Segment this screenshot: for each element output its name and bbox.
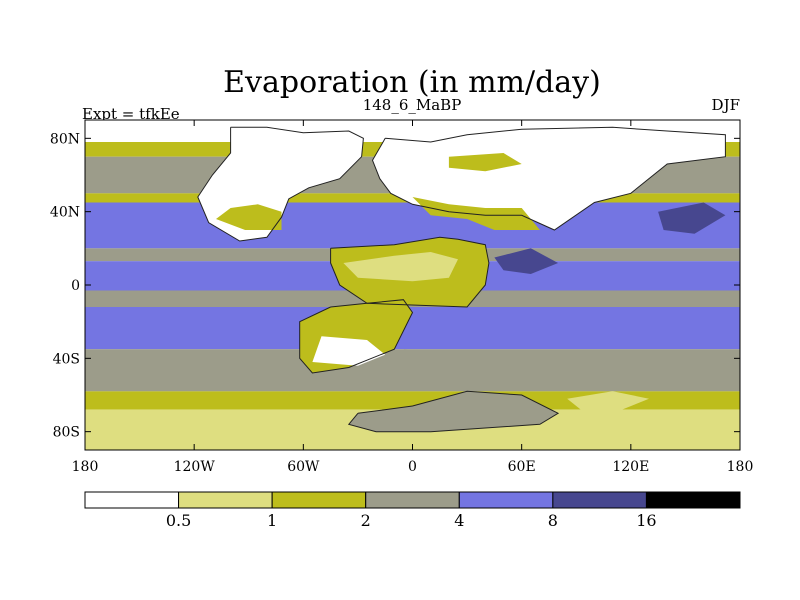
contour-region-eurasia bbox=[372, 127, 726, 230]
coastlines bbox=[197, 126, 726, 433]
colorbar: 0.5 1 2 4 8 16 bbox=[84, 491, 741, 530]
colorbar-level-label-2: 2 bbox=[361, 511, 371, 530]
colorbar-swatch-1 bbox=[178, 491, 273, 509]
x-tick-label-4: 60E bbox=[508, 459, 536, 475]
colorbar-swatch-6 bbox=[645, 491, 741, 509]
season-label: DJF bbox=[712, 96, 740, 114]
contour-region-tethys-high bbox=[494, 248, 559, 274]
y-tick-label-1: 40N bbox=[50, 205, 80, 221]
contour-region-north-america-low bbox=[216, 204, 282, 230]
map-area bbox=[85, 120, 740, 450]
contour-region-australia bbox=[567, 391, 649, 414]
coastline-3 bbox=[299, 299, 414, 374]
contour-region-south-america-dry bbox=[312, 336, 386, 366]
colorbar-level-label-3: 4 bbox=[454, 511, 464, 530]
colorbar-level-label-0: 0.5 bbox=[166, 511, 191, 530]
colorbar-swatch-4 bbox=[458, 491, 554, 509]
experiment-label: Expt = tfkEe bbox=[82, 105, 180, 123]
coastline-2 bbox=[330, 236, 490, 308]
colorbar-swatch-2 bbox=[271, 491, 367, 509]
contour-region-eurasia-south bbox=[412, 197, 540, 230]
contour-region-europe-north bbox=[448, 153, 522, 172]
y-tick-label-3: 40S bbox=[53, 351, 80, 367]
x-tick-label-0: 180 bbox=[72, 459, 99, 475]
contour-band-8 bbox=[85, 307, 740, 350]
x-tick-label-6: 180 bbox=[727, 459, 754, 475]
axes: 180 120W 60W 0 60E 120E 180 80N 40N 0 40S 80S bbox=[50, 120, 753, 475]
x-tick-label-2: 60W bbox=[287, 459, 320, 475]
y-tick-label-4: 80S bbox=[53, 425, 80, 441]
x-tick-label-3: 0 bbox=[408, 459, 417, 475]
chart-title: Evaporation (in mm/day) bbox=[223, 65, 601, 100]
colorbar-level-label-5: 16 bbox=[636, 511, 656, 530]
colorbar-level-label-4: 8 bbox=[548, 511, 558, 530]
contour-band-9 bbox=[85, 349, 740, 368]
colorbar-swatch-3 bbox=[365, 491, 460, 509]
contour-band-10 bbox=[85, 367, 740, 392]
colorbar-level-label-1: 1 bbox=[267, 511, 277, 530]
y-tick-label-0: 80N bbox=[50, 131, 80, 147]
contour-region-pacific-nw-high bbox=[658, 202, 726, 234]
colorbar-swatch-5 bbox=[552, 491, 647, 509]
y-tick-label-2: 0 bbox=[71, 278, 80, 294]
contour-region-north-africa-desert bbox=[343, 252, 458, 282]
contour-band-13 bbox=[85, 428, 740, 450]
x-tick-label-1: 120W bbox=[174, 459, 216, 475]
colorbar-swatch-0 bbox=[84, 491, 180, 509]
coastline-0 bbox=[197, 126, 364, 242]
contour-region-africa-south bbox=[403, 349, 522, 384]
contour-band-4 bbox=[85, 202, 740, 249]
coastline-1 bbox=[371, 126, 726, 231]
contour-region-antarctica bbox=[348, 391, 559, 432]
coastline-4 bbox=[347, 390, 560, 433]
period-label: 148_6_MaBP bbox=[363, 96, 462, 114]
x-tick-label-5: 120E bbox=[612, 459, 649, 475]
